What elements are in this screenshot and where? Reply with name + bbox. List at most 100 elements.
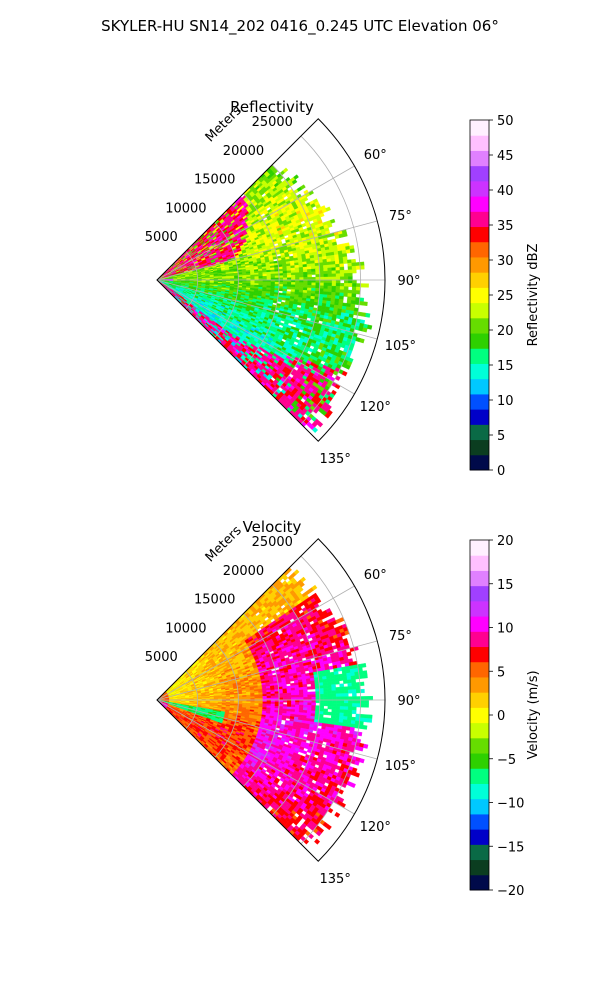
azimuth-tick-label: 90° (397, 694, 420, 709)
azimuth-spoke-1 (156, 220, 378, 281)
colorbar-swatch (470, 585, 489, 602)
azimuth-spoke-1 (156, 640, 378, 701)
azimuth-tick-label: 135° (320, 872, 351, 887)
colorbar-tick-label: 10 (497, 622, 514, 637)
colorbar-swatch (470, 454, 489, 471)
radial-tick-label: 5000 (145, 650, 178, 665)
colorbar-tick-label: 25 (497, 289, 514, 304)
colorbar-swatch (470, 844, 489, 861)
colorbar-swatch (470, 600, 489, 617)
colorbar-swatch (470, 798, 489, 815)
colorbar-tick-label: −15 (497, 840, 524, 855)
azimuth-tick-label: 135° (320, 452, 351, 467)
colorbar-tick-label: 40 (497, 184, 514, 199)
panel-title: Velocity (243, 518, 302, 536)
colorbar-swatch (470, 348, 489, 364)
azimuth-tick-label: 120° (360, 820, 391, 835)
colorbar-swatch (470, 859, 489, 876)
colorbar-swatch (470, 226, 489, 243)
azimuth-spoke-0 (156, 585, 355, 701)
azimuth-spoke-0 (156, 165, 355, 281)
colorbar-swatch (470, 783, 489, 800)
colorbar-swatch (470, 692, 489, 708)
azimuth-tick-label: 75° (389, 209, 412, 224)
panel-title: Reflectivity (230, 98, 314, 116)
colorbar-tick-label: −20 (497, 884, 524, 899)
colorbar-swatch (470, 165, 489, 182)
colorbar-swatch (470, 570, 489, 587)
radial-tick-label: 20000 (223, 144, 264, 159)
colorbar-swatch (470, 211, 489, 228)
colorbar-swatch (470, 409, 489, 425)
polar-panel-reflectivity: Reflectivity 5000 10000 15000 20000 25000 Mete… (145, 98, 541, 479)
azimuth-spoke-4 (156, 279, 355, 395)
colorbar-swatch (470, 393, 489, 410)
colorbar-swatch (470, 150, 489, 167)
azimuth-tick-label: 60° (364, 568, 387, 583)
colorbar-tick-label: 15 (497, 359, 514, 374)
azimuth-tick-label: 90° (397, 274, 420, 289)
colorbar-swatch (470, 180, 489, 197)
radial-tick-label: 15000 (194, 593, 235, 608)
radial-tick-label: 20000 (223, 564, 264, 579)
colorbar-tick-label: 50 (497, 114, 514, 129)
radial-tick-label: 10000 (165, 621, 206, 636)
colorbar: 0 5 10 15 20 25 30 35 40 45 50 Reflectivity dBZ (469, 114, 541, 479)
colorbar-swatch (470, 829, 489, 845)
colorbar-tick-label: 20 (497, 534, 514, 549)
colorbar-swatch (470, 317, 489, 334)
radial-tick-label: 10000 (165, 201, 206, 216)
colorbar-swatch (470, 737, 489, 754)
colorbar-swatch (470, 241, 489, 258)
radar-field-1 (157, 567, 373, 845)
colorbar-swatch (470, 707, 489, 724)
radial-tick-label: 25000 (252, 115, 293, 130)
colorbar-swatch (470, 631, 489, 648)
colorbar-swatch (470, 256, 489, 273)
azimuth-tick-label: 120° (360, 400, 391, 415)
radial-tick-label: 25000 (252, 535, 293, 550)
azimuth-spoke-3 (156, 699, 378, 760)
sector-frame (156, 118, 386, 442)
colorbar-swatch (470, 753, 489, 769)
azimuth-spoke-4 (156, 699, 355, 815)
azimuth-tick-label: 105° (385, 759, 416, 774)
radar-field-0 (157, 164, 373, 434)
colorbar-tick-label: 10 (497, 394, 514, 409)
sector-frame (156, 538, 386, 862)
radial-tick-label: 5000 (145, 230, 178, 245)
colorbar-tick-label: 35 (497, 219, 514, 234)
colorbar-swatch (470, 676, 489, 693)
azimuth-tick-label: 75° (389, 629, 412, 644)
colorbar-tick-label: 5 (497, 429, 505, 444)
colorbar-swatch (470, 378, 489, 395)
radial-axis-label: Meters (203, 523, 245, 565)
colorbar-swatch (470, 302, 489, 319)
colorbar-swatch (470, 813, 489, 830)
radial-axis-label: Meters (203, 103, 245, 145)
colorbar-tick-label: 5 (497, 665, 505, 680)
colorbar-swatch (470, 120, 489, 136)
colorbar-swatch (470, 287, 489, 304)
colorbar-tick-label: −5 (497, 753, 516, 768)
azimuth-spoke-3 (156, 279, 378, 340)
colorbar: −20 −15 −10 −5 0 5 10 15 20 Velocity (m/s) (469, 534, 541, 899)
colorbar-tick-label: 0 (497, 709, 505, 724)
figure-suptitle: SKYLER-HU SN14_202 0416_0.245 UTC Elevat… (101, 17, 499, 36)
colorbar-tick-label: 20 (497, 324, 514, 339)
colorbar-swatch (470, 874, 489, 891)
colorbar-tick-label: −10 (497, 797, 524, 812)
radial-tick-label: 15000 (194, 173, 235, 188)
colorbar-swatch (470, 661, 489, 678)
azimuth-tick-label: 105° (385, 339, 416, 354)
colorbar-label: Reflectivity dBZ (526, 244, 541, 347)
colorbar-swatch (470, 646, 489, 663)
colorbar-tick-label: 0 (497, 464, 505, 479)
colorbar-label: Velocity (m/s) (526, 670, 541, 759)
colorbar-swatch (470, 135, 489, 151)
colorbar-swatch (470, 363, 489, 380)
colorbar-swatch (470, 439, 489, 456)
colorbar-swatch (470, 616, 489, 632)
polar-panel-velocity: Velocity 5000 10000 15000 20000 25000 Meters 60… (145, 518, 541, 899)
